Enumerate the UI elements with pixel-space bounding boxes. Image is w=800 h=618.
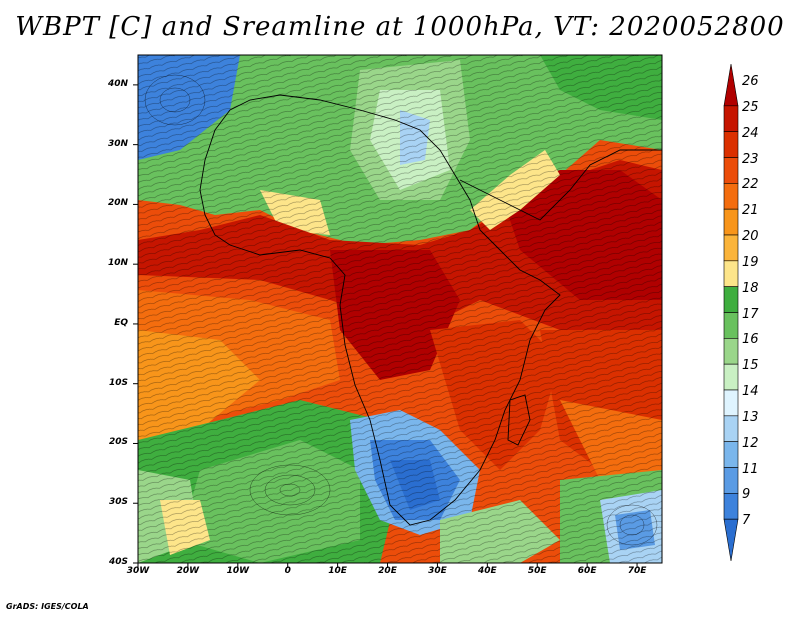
colorbar-label: 26 (742, 74, 759, 89)
colorbar-label: 12 (742, 435, 759, 451)
colorbar-label: 15 (742, 358, 759, 374)
colorbar-swatch (723, 63, 739, 107)
lon-label: 30E (428, 566, 447, 576)
lat-label: 20N (107, 198, 128, 209)
colorbar-label: 17 (742, 306, 759, 322)
lon-label: 30W (126, 566, 150, 576)
colorbar-label: 7 (742, 513, 751, 529)
map-title: WBPT [C] and Sreamline at 1000hPa, VT: 2… (15, 12, 785, 42)
colorbar-swatch (723, 518, 739, 562)
colorbar-label: 23 (742, 151, 759, 167)
lon-label: 20W (176, 566, 200, 576)
colorbar-swatch (723, 493, 739, 520)
colorbar-label: 9 (742, 487, 751, 503)
colorbar-swatch (723, 105, 739, 132)
colorbar-label: 18 (742, 280, 759, 296)
colorbar-label: 16 (742, 332, 759, 348)
colorbar-swatch (723, 415, 739, 442)
colorbar-swatch (723, 234, 739, 262)
lat-label: 40S (108, 557, 128, 567)
lat-label: 20S (108, 437, 128, 448)
colorbar-label: 14 (742, 384, 759, 399)
lon-label: 10W (226, 566, 250, 576)
lon-label: 0 (284, 566, 291, 576)
lon-label: 60E (577, 566, 597, 576)
colorbar-label: 11 (742, 461, 759, 477)
lon-label: 50E (527, 566, 547, 576)
colorbar-swatch (723, 363, 739, 391)
lon-label: 20E (378, 566, 397, 576)
colorbar-swatch (723, 467, 739, 494)
lat-label: 30S (108, 497, 128, 508)
colorbar-swatch (723, 183, 739, 210)
footer-credit: GrADS: IGES/COLA (6, 602, 89, 611)
colorbar-label: 20 (742, 229, 759, 244)
colorbar-swatch (723, 208, 739, 236)
lat-label: 40N (107, 78, 128, 89)
colorbar-swatch (723, 131, 739, 158)
colorbar-label: 25 (742, 99, 759, 115)
colorbar-swatch (723, 441, 739, 468)
colorbar-swatch (723, 157, 739, 184)
lat-label: EQ (114, 317, 128, 328)
lon-label: 70E (627, 566, 647, 576)
colorbar-label: 19 (742, 254, 759, 270)
wbpt-field (138, 55, 662, 563)
lon-label: 40E (477, 566, 497, 576)
axis-ticks (133, 84, 638, 568)
colorbar-swatch (723, 338, 739, 365)
lat-label: 10S (108, 377, 128, 388)
plot-frame (137, 54, 663, 564)
colorbar-label: 13 (742, 409, 759, 425)
colorbar-swatch (723, 312, 739, 339)
lat-label: 30N (107, 138, 128, 149)
colorbar-swatch (723, 286, 739, 313)
colorbar-label: 22 (742, 177, 759, 193)
colorbar-label: 21 (742, 203, 759, 219)
lon-label: 10E (328, 566, 347, 576)
colorbar-label: 24 (742, 125, 759, 141)
colorbar-swatch (723, 260, 739, 287)
lat-label: 10N (107, 258, 128, 269)
colorbar (723, 63, 739, 562)
colorbar-swatch (723, 389, 739, 417)
